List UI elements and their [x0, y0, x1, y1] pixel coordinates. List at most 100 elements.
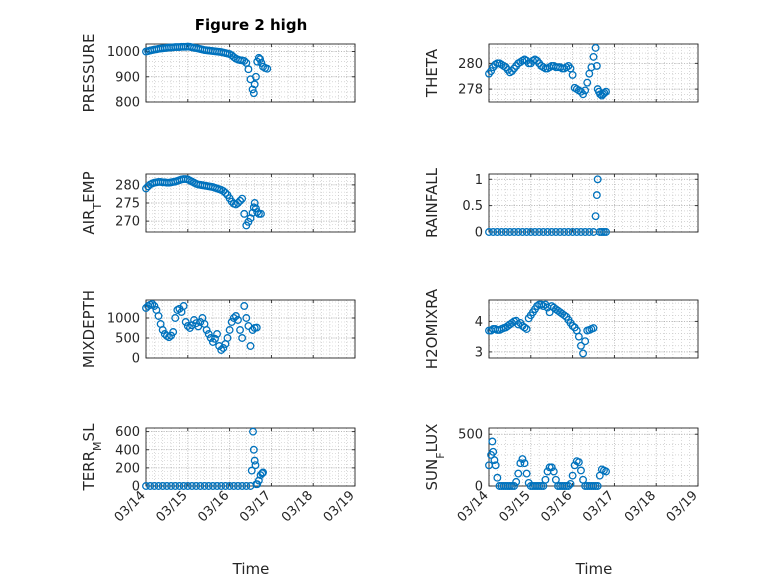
data-point [522, 469, 531, 478]
data-point [257, 209, 265, 218]
data-series [142, 42, 272, 98]
y-axis-label: THETA [423, 48, 441, 98]
data-point [501, 228, 510, 236]
data-point [154, 482, 163, 490]
data-point [250, 80, 259, 89]
data-series [142, 175, 265, 230]
y-axis-label: RAINFALL [423, 167, 441, 238]
y-tick-label: 500 [458, 428, 483, 443]
data-point [150, 302, 159, 310]
data-point [229, 53, 238, 62]
data-point [568, 228, 577, 236]
figure-title: Figure 2 high [195, 16, 308, 34]
data-point [229, 482, 238, 490]
data-point [581, 228, 590, 236]
data-point [522, 228, 531, 236]
y-axis-label-part: T [91, 203, 104, 211]
data-point [574, 458, 583, 467]
y-tick-label: 600 [115, 425, 140, 440]
y-tick-label: 0 [132, 352, 140, 367]
data-point [489, 228, 498, 236]
data-point [234, 482, 242, 490]
data-point [602, 467, 610, 476]
data-series [142, 427, 267, 490]
y-axis-label-part: F [434, 452, 447, 458]
data-point [514, 228, 523, 236]
data-point [238, 482, 247, 490]
data-point [510, 228, 519, 236]
data-point [246, 342, 255, 350]
y-axis-label: MIXDEPTH [80, 290, 98, 368]
data-point [250, 199, 259, 207]
data-point [512, 477, 521, 486]
y-tick-label: 280 [115, 178, 140, 193]
data-point [196, 318, 205, 326]
data-point [522, 325, 531, 333]
y-axis-label-part: SL [80, 423, 98, 442]
data-point [192, 482, 201, 490]
data-point [587, 63, 596, 72]
data-point [518, 228, 527, 236]
data-point [253, 480, 262, 489]
axes-box [488, 173, 699, 233]
data-point [487, 67, 496, 76]
data-point [577, 341, 585, 350]
data-point [543, 228, 552, 236]
y-axis-label-part: LUX [423, 424, 441, 453]
axes-box [488, 299, 699, 359]
data-point [221, 188, 230, 197]
data-point [560, 228, 569, 236]
data-point [196, 482, 205, 490]
data-point [167, 482, 176, 490]
subplot-4: 0 0.5 1 RAINFALL [423, 167, 699, 241]
x-axis-label-right: Time [575, 560, 613, 578]
y-tick-label: 400 [115, 443, 140, 458]
plot-area [489, 174, 698, 232]
data-point [488, 437, 497, 446]
data-point [183, 322, 192, 330]
data-point [236, 326, 244, 334]
data-point [162, 482, 171, 490]
data-point [602, 228, 610, 236]
data-point [572, 228, 581, 236]
y-axis-label-part: M [91, 441, 104, 451]
y-tick-label: 0 [132, 480, 140, 495]
data-point [547, 463, 556, 472]
data-point [247, 466, 256, 475]
y-axis-label: AIRTEMP [80, 171, 104, 234]
data-point [154, 312, 163, 320]
data-series [485, 437, 610, 490]
data-point [592, 191, 601, 200]
data-point [579, 349, 587, 358]
data-point [148, 300, 157, 308]
data-point [493, 228, 502, 236]
data-series [485, 175, 610, 236]
data-point [142, 482, 150, 490]
y-axis-label: TERRMSL [80, 423, 104, 492]
data-point [556, 228, 565, 236]
data-point [577, 228, 585, 236]
y-axis-label: H2OMIXRA [423, 288, 441, 369]
data-point [204, 330, 213, 338]
data-series [142, 300, 261, 354]
data-point [591, 43, 600, 52]
data-point [231, 312, 240, 320]
data-point [497, 228, 506, 236]
data-point [221, 482, 230, 490]
data-point [537, 300, 546, 309]
y-tick-label: 280 [458, 57, 483, 72]
data-point [229, 314, 238, 322]
data-point [179, 302, 188, 310]
data-point [592, 61, 601, 70]
data-point [566, 479, 575, 488]
data-point [202, 326, 211, 334]
y-tick-label: 1000 [107, 312, 140, 327]
data-point [581, 86, 590, 95]
data-point [150, 482, 159, 490]
data-point [256, 55, 265, 64]
y-tick-label: 500 [115, 332, 140, 347]
data-point [493, 473, 502, 482]
subplot-1: 800 900 1000 PRESSURE [80, 34, 356, 112]
plot-area [489, 44, 698, 102]
